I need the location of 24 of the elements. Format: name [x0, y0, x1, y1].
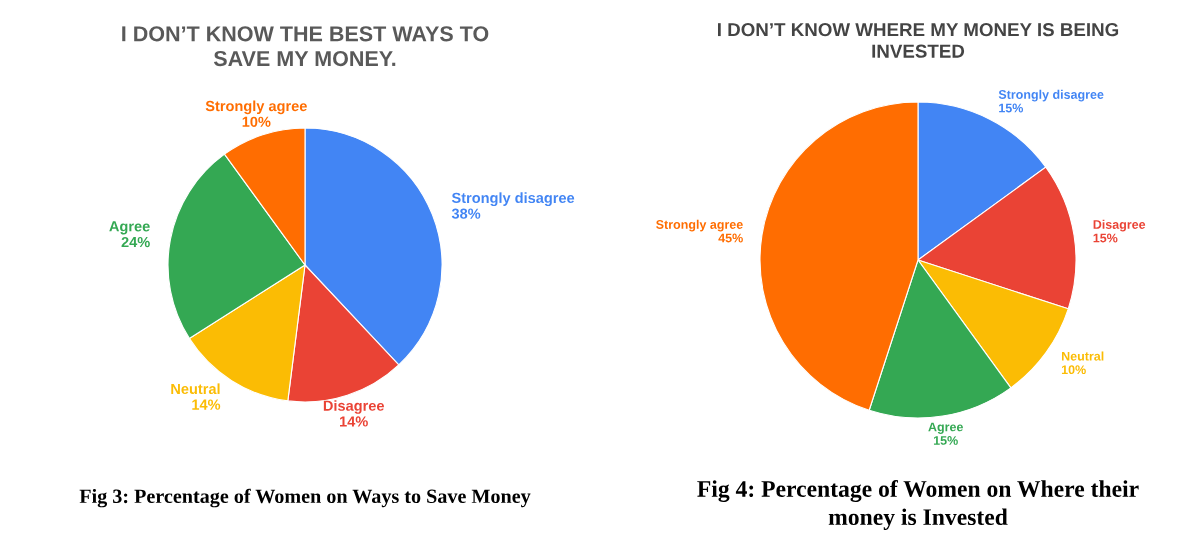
slice-label: Agree: [109, 221, 150, 235]
slice-label: Disagree: [1093, 219, 1146, 232]
data-label: 15%: [999, 103, 1024, 113]
slice-label: Strongly disagree: [998, 89, 1104, 102]
data-label: 38%: [451, 208, 481, 219]
data-label: 14%: [192, 399, 221, 410]
data-label: 15%: [933, 436, 958, 445]
slice-label: Strongly agree: [656, 219, 743, 232]
data-label: 15%: [1093, 233, 1118, 243]
caption: Fig 4: Percentage of Women on Where their money is Invested: [697, 480, 1139, 530]
chart-title: I DON’T KNOW WHERE MY MONEY IS BEING INVESTED: [718, 22, 1119, 58]
data-label: 10%: [1061, 365, 1086, 375]
caption: Fig 3: Percentage of Women on Ways to Save Money: [79, 488, 531, 508]
slice-label: Strongly agree: [205, 100, 307, 115]
chart-title: I DON’T KNOW THE BEST WAYS TO SAVE MY MONEY.: [122, 26, 489, 67]
data-label: 10%: [242, 116, 271, 127]
slice-label: Neutral: [1062, 351, 1104, 361]
data-label: 45%: [718, 233, 743, 243]
data-label: 14%: [340, 416, 368, 427]
slice-label: Strongly disagree: [451, 192, 575, 206]
data-label: 24%: [121, 236, 150, 248]
slice-label: Neutral: [171, 383, 220, 395]
slice-label: Agree: [928, 422, 963, 434]
slice-label: Disagree: [323, 400, 384, 414]
